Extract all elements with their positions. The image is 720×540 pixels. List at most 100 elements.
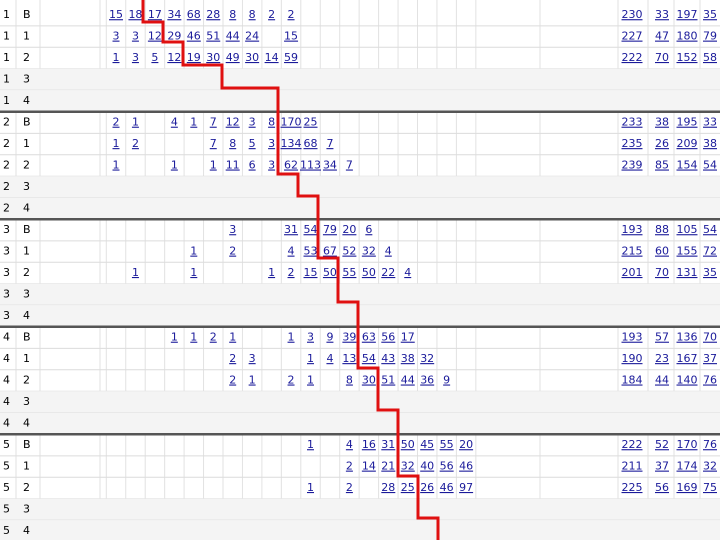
cell-value[interactable]: 4 xyxy=(404,266,411,279)
cell-value[interactable]: 3 xyxy=(268,137,275,150)
cell-value[interactable]: 54 xyxy=(362,352,376,365)
cell-value[interactable]: 22 xyxy=(381,266,395,279)
total-value[interactable]: 209 xyxy=(677,137,698,150)
cell-value[interactable]: 1 xyxy=(307,374,314,387)
total-value[interactable]: 60 xyxy=(655,245,669,258)
cell-value[interactable]: 4 xyxy=(346,438,353,451)
cell-value[interactable]: 20 xyxy=(459,438,473,451)
total-value[interactable]: 235 xyxy=(622,137,643,150)
cell-value[interactable]: 2 xyxy=(268,8,275,21)
total-value[interactable]: 190 xyxy=(622,352,643,365)
total-value[interactable]: 131 xyxy=(677,266,698,279)
cell-value[interactable]: 2 xyxy=(210,331,217,344)
cell-value[interactable]: 49 xyxy=(226,51,240,64)
total-value[interactable]: 35 xyxy=(703,8,717,21)
cell-value[interactable]: 14 xyxy=(265,51,279,64)
cell-value[interactable]: 1 xyxy=(171,331,178,344)
cell-value[interactable]: 59 xyxy=(284,51,298,64)
cell-value[interactable]: 2 xyxy=(346,481,353,494)
cell-value[interactable]: 68 xyxy=(304,137,318,150)
cell-value[interactable]: 3 xyxy=(249,116,256,129)
total-value[interactable]: 225 xyxy=(622,481,643,494)
cell-value[interactable]: 30 xyxy=(206,51,220,64)
total-value[interactable]: 37 xyxy=(655,460,669,473)
cell-value[interactable]: 1 xyxy=(190,266,197,279)
cell-value[interactable]: 46 xyxy=(440,481,454,494)
cell-value[interactable]: 113 xyxy=(300,159,321,172)
cell-value[interactable]: 1 xyxy=(307,352,314,365)
total-value[interactable]: 38 xyxy=(703,137,717,150)
cell-value[interactable]: 1 xyxy=(190,331,197,344)
total-value[interactable]: 37 xyxy=(703,352,717,365)
cell-value[interactable]: 1 xyxy=(113,137,120,150)
cell-value[interactable]: 28 xyxy=(381,481,395,494)
cell-value[interactable]: 3 xyxy=(268,159,275,172)
total-value[interactable]: 197 xyxy=(677,8,698,21)
cell-value[interactable]: 3 xyxy=(307,331,314,344)
cell-value[interactable]: 11 xyxy=(226,159,240,172)
cell-value[interactable]: 1 xyxy=(171,159,178,172)
cell-value[interactable]: 67 xyxy=(323,245,337,258)
total-value[interactable]: 32 xyxy=(703,460,717,473)
cell-value[interactable]: 45 xyxy=(420,438,434,451)
cell-value[interactable]: 34 xyxy=(323,159,337,172)
total-value[interactable]: 57 xyxy=(655,331,669,344)
cell-value[interactable]: 20 xyxy=(342,223,356,236)
cell-value[interactable]: 12 xyxy=(148,30,162,43)
total-value[interactable]: 56 xyxy=(655,481,669,494)
total-value[interactable]: 140 xyxy=(677,374,698,387)
cell-value[interactable]: 36 xyxy=(420,374,434,387)
cell-value[interactable]: 51 xyxy=(381,374,395,387)
cell-value[interactable]: 5 xyxy=(249,137,256,150)
total-value[interactable]: 169 xyxy=(677,481,698,494)
total-value[interactable]: 193 xyxy=(622,331,643,344)
cell-value[interactable]: 13 xyxy=(342,352,356,365)
total-value[interactable]: 222 xyxy=(622,51,643,64)
cell-value[interactable]: 1 xyxy=(249,374,256,387)
cell-value[interactable]: 2 xyxy=(132,137,139,150)
cell-value[interactable]: 4 xyxy=(385,245,392,258)
cell-value[interactable]: 44 xyxy=(401,374,415,387)
cell-value[interactable]: 51 xyxy=(206,30,220,43)
cell-value[interactable]: 54 xyxy=(304,223,318,236)
cell-value[interactable]: 3 xyxy=(249,352,256,365)
cell-value[interactable]: 31 xyxy=(381,438,395,451)
cell-value[interactable]: 50 xyxy=(323,266,337,279)
total-value[interactable]: 215 xyxy=(622,245,643,258)
cell-value[interactable]: 7 xyxy=(210,137,217,150)
total-value[interactable]: 239 xyxy=(622,159,643,172)
cell-value[interactable]: 12 xyxy=(226,116,240,129)
total-value[interactable]: 88 xyxy=(655,223,669,236)
cell-value[interactable]: 30 xyxy=(245,51,259,64)
total-value[interactable]: 167 xyxy=(677,352,698,365)
cell-value[interactable]: 8 xyxy=(346,374,353,387)
cell-value[interactable]: 55 xyxy=(342,266,356,279)
cell-value[interactable]: 1 xyxy=(210,159,217,172)
cell-value[interactable]: 25 xyxy=(304,116,318,129)
cell-value[interactable]: 1 xyxy=(132,266,139,279)
cell-value[interactable]: 34 xyxy=(167,8,181,21)
total-value[interactable]: 70 xyxy=(655,266,669,279)
cell-value[interactable]: 38 xyxy=(401,352,415,365)
cell-value[interactable]: 3 xyxy=(132,51,139,64)
cell-value[interactable]: 39 xyxy=(342,331,356,344)
cell-value[interactable]: 19 xyxy=(187,51,201,64)
cell-value[interactable]: 21 xyxy=(381,460,395,473)
cell-value[interactable]: 28 xyxy=(206,8,220,21)
total-value[interactable]: 33 xyxy=(655,8,669,21)
total-value[interactable]: 79 xyxy=(703,30,717,43)
cell-value[interactable]: 6 xyxy=(249,159,256,172)
total-value[interactable]: 54 xyxy=(703,159,717,172)
cell-value[interactable]: 17 xyxy=(148,8,162,21)
cell-value[interactable]: 50 xyxy=(362,266,376,279)
total-value[interactable]: 233 xyxy=(622,116,643,129)
cell-value[interactable]: 3 xyxy=(229,223,236,236)
total-value[interactable]: 193 xyxy=(622,223,643,236)
cell-value[interactable]: 8 xyxy=(249,8,256,21)
cell-value[interactable]: 44 xyxy=(226,30,240,43)
cell-value[interactable]: 18 xyxy=(128,8,142,21)
total-value[interactable]: 174 xyxy=(677,460,698,473)
cell-value[interactable]: 1 xyxy=(307,438,314,451)
total-value[interactable]: 211 xyxy=(622,460,643,473)
cell-value[interactable]: 3 xyxy=(132,30,139,43)
